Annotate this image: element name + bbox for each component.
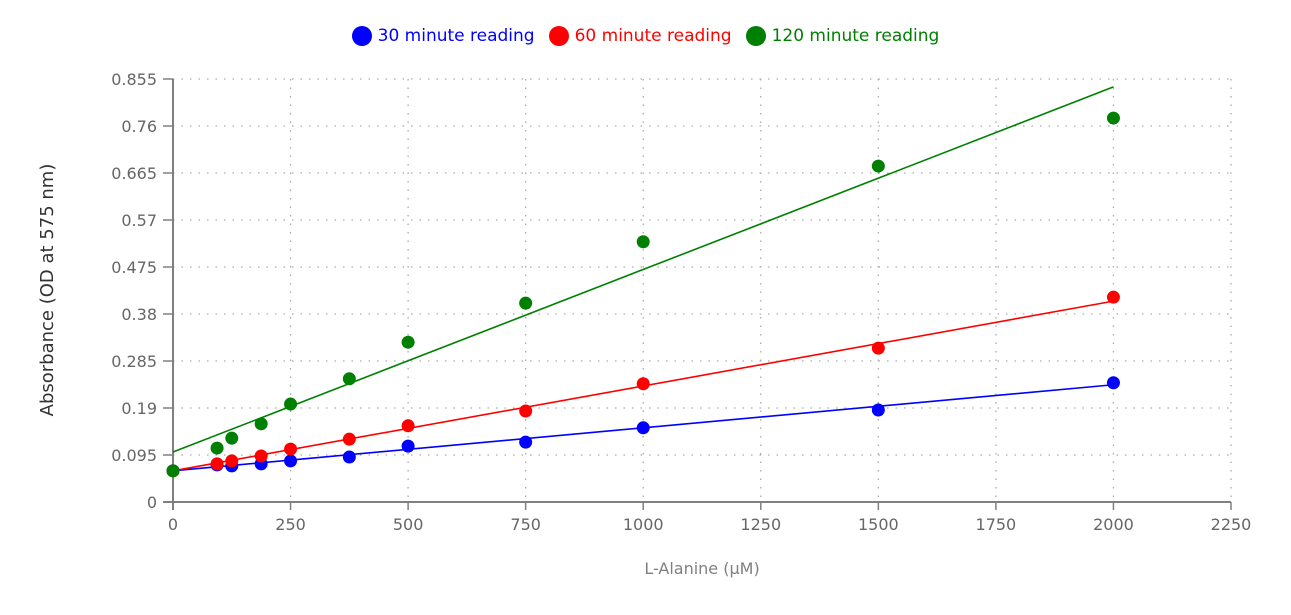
data-point [284,397,298,411]
data-point [342,450,356,464]
legend-item-120-minute[interactable]: 120 minute reading [745,26,940,46]
y-tick-label: 0.095 [111,446,157,465]
trendlines [172,86,1114,472]
legend-marker-icon [548,26,569,46]
legend-label: 120 minute reading [771,26,940,46]
legend-label: 60 minute reading [574,26,732,46]
data-point [254,449,268,463]
data-point [871,403,885,417]
data-point [636,235,650,249]
y-tick-label: 0.665 [111,164,157,183]
data-point [401,419,415,433]
data-point [210,457,224,471]
data-point [225,431,239,445]
y-axis-ticks: 0 0.095 0.19 0.285 0.38 0.475 0.57 0.665 0.76 0.8… [111,70,173,512]
x-axis-title: L-Alanine (µM) [644,559,759,578]
data-point [1106,376,1120,390]
legend-marker-icon [745,26,766,46]
y-tick-label: 0.855 [111,70,157,89]
data-point [342,432,356,446]
y-tick-label: 0.76 [121,117,157,136]
axes [163,79,1231,510]
x-tick-label: 1500 [858,515,899,534]
data-point [519,296,533,310]
data-point [210,441,224,455]
x-tick-label: 1000 [623,515,664,534]
x-axis-ticks: 0 250 500 750 1000 1250 1500 1750 2000 2250 [168,502,1251,534]
x-tick-label: 750 [510,515,541,534]
x-tick-label: 2250 [1211,515,1252,534]
data-point [342,372,356,386]
legend-label: 30 minute reading [377,26,535,46]
x-tick-label: 2000 [1093,515,1134,534]
y-tick-label: 0.57 [121,211,157,230]
x-tick-label: 1250 [740,515,781,534]
data-point [254,417,268,431]
data-point [1106,111,1120,125]
y-tick-label: 0.19 [121,399,157,418]
data-point [401,335,415,349]
legend: 30 minute reading 60 minute reading 120 … [0,26,1291,46]
legend-marker-icon [351,26,372,46]
data-point [636,421,650,435]
y-tick-label: 0 [147,493,157,512]
data-point [636,377,650,391]
x-tick-label: 0 [168,515,178,534]
data-point [284,454,298,468]
x-tick-label: 1750 [976,515,1017,534]
trendline [172,86,1114,453]
legend-item-30-minute[interactable]: 30 minute reading [351,26,535,46]
legend-item-60-minute[interactable]: 60 minute reading [548,26,732,46]
data-point [225,454,239,468]
y-tick-label: 0.285 [111,352,157,371]
data-point [284,442,298,456]
data-point [1106,290,1120,304]
x-tick-label: 250 [275,515,306,534]
data-point [519,435,533,449]
x-tick-label: 500 [393,515,424,534]
data-point [401,439,415,453]
data-point [871,159,885,173]
data-point [871,341,885,355]
data-points [166,111,1120,478]
gridlines [173,78,1232,502]
y-axis-title: Absorbance (OD at 575 nm) [37,164,58,417]
data-point [166,464,180,478]
y-tick-label: 0.38 [121,305,157,324]
y-tick-label: 0.475 [111,258,157,277]
data-point [519,404,533,418]
